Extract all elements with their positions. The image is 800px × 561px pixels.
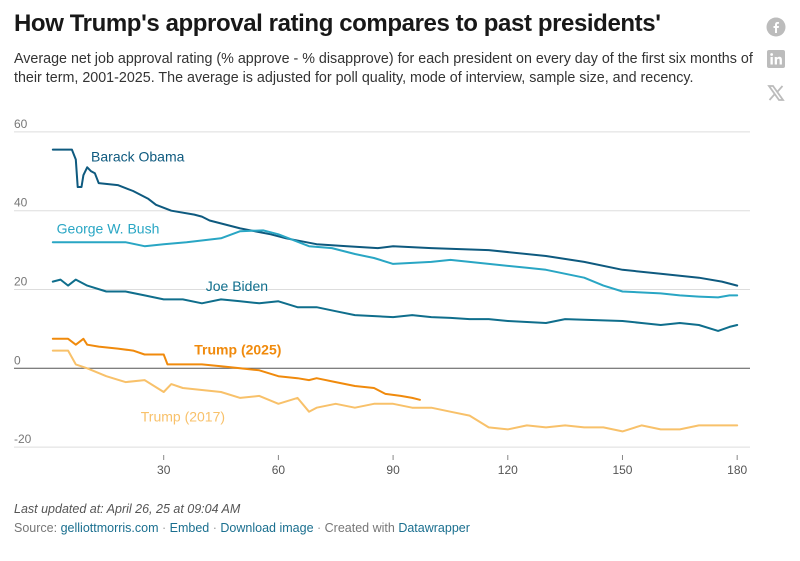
source-link[interactable]: gelliottmorris.com [60, 521, 159, 535]
datawrapper-link[interactable]: Datawrapper [398, 521, 470, 535]
series-line-obama [51, 148, 739, 287]
x-tick-label: 90 [386, 463, 400, 477]
linkedin-icon[interactable] [765, 48, 787, 70]
x-tick-label: 180 [727, 463, 747, 477]
x-tick-label: 60 [272, 463, 286, 477]
series-label-bush: George W. Bush [57, 221, 160, 237]
x-icon[interactable] [765, 82, 787, 104]
y-tick-label: 20 [14, 275, 28, 289]
separator: · [317, 521, 322, 535]
x-tick-label: 150 [612, 463, 632, 477]
chart-footer: Source: gelliottmorris.com · Embed · Dow… [14, 521, 470, 535]
series-line-biden [51, 278, 739, 332]
series-label-trump2025: Trump (2025) [194, 342, 281, 358]
series-line-trump2017 [51, 349, 739, 433]
y-tick-label: 0 [14, 353, 21, 367]
facebook-icon[interactable] [765, 16, 787, 38]
y-tick-label: 60 [14, 117, 28, 131]
series-line-bush [51, 229, 739, 299]
download-image-link[interactable]: Download image [220, 521, 314, 535]
x-tick-label: 120 [498, 463, 518, 477]
y-tick-label: 40 [14, 196, 28, 210]
last-updated: Last updated at: April 26, 25 at 09:04 A… [14, 502, 241, 516]
series-label-obama: Barack Obama [91, 148, 185, 164]
separator: · [162, 521, 167, 535]
created-with-label: Created with [324, 521, 395, 535]
source-label: Source: [14, 521, 58, 535]
y-tick-label: -20 [14, 432, 32, 446]
series-lines [51, 148, 739, 433]
x-tick-label: 30 [157, 463, 171, 477]
series-line-trump2025 [51, 337, 421, 401]
axis-labels: -20 0 20 40 60 30 60 90 120 150 180 [14, 117, 748, 477]
series-labels: Barack Obama George W. Bush Joe Biden Trump… [57, 148, 282, 424]
embed-link[interactable]: Embed [169, 521, 210, 535]
gridlines [14, 131, 750, 460]
line-chart: -20 0 20 40 60 30 60 90 120 150 180 Barack Obama Ge… [14, 117, 750, 477]
separator: · [212, 521, 217, 535]
series-label-biden: Joe Biden [206, 278, 268, 294]
page-subtitle: Average net job approval rating (% appro… [14, 51, 753, 86]
page-title: How Trump's approval rating compares to … [14, 10, 661, 37]
series-label-trump2017: Trump (2017) [141, 409, 225, 425]
